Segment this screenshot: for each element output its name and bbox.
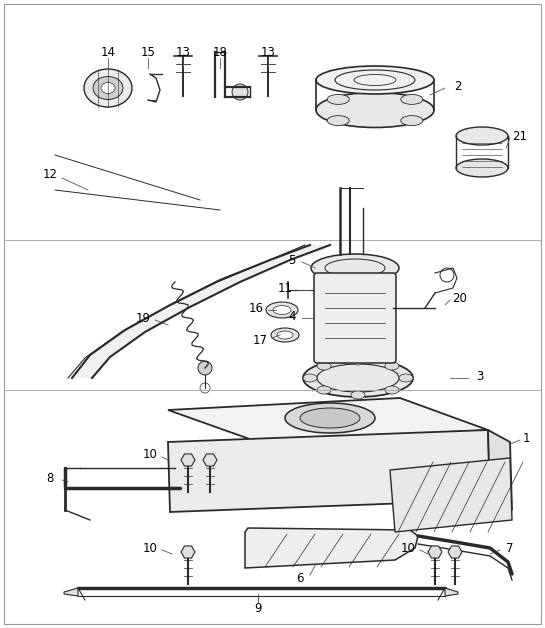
Text: 10: 10 [401,541,415,555]
Ellipse shape [385,386,399,394]
Polygon shape [203,454,217,466]
Ellipse shape [351,357,365,365]
Polygon shape [448,546,462,558]
Text: 19: 19 [136,311,150,325]
Polygon shape [168,398,488,442]
Text: 14: 14 [100,45,116,58]
Ellipse shape [351,391,365,399]
Text: 7: 7 [506,541,514,555]
Text: 10: 10 [143,541,158,555]
Ellipse shape [271,328,299,342]
Text: 13: 13 [175,45,190,58]
Text: 16: 16 [249,301,263,315]
Text: 1: 1 [522,431,530,445]
Text: 18: 18 [213,45,227,58]
Text: 10: 10 [143,448,158,460]
Polygon shape [168,430,490,512]
Ellipse shape [300,408,360,428]
Text: 17: 17 [252,333,268,347]
Polygon shape [245,528,418,568]
Circle shape [232,84,248,100]
Text: 5: 5 [288,254,296,266]
Text: 20: 20 [452,291,468,305]
Text: 3: 3 [476,369,484,382]
Text: 2: 2 [454,80,462,92]
Ellipse shape [456,159,508,177]
Text: 11: 11 [277,281,293,295]
Text: 15: 15 [141,45,155,58]
Text: 13: 13 [261,45,275,58]
Ellipse shape [93,77,123,99]
Polygon shape [181,546,195,558]
Circle shape [198,361,212,375]
Polygon shape [445,588,458,596]
Polygon shape [181,454,195,466]
Polygon shape [390,458,512,532]
Text: 6: 6 [296,571,304,585]
FancyBboxPatch shape [314,273,396,363]
Ellipse shape [401,116,423,126]
Ellipse shape [303,359,413,397]
Polygon shape [72,245,330,378]
Text: 21: 21 [512,129,528,143]
Ellipse shape [327,116,349,126]
Ellipse shape [327,94,349,104]
Ellipse shape [266,302,298,318]
Polygon shape [64,588,78,596]
Text: 9: 9 [255,602,262,615]
Polygon shape [488,430,512,510]
Ellipse shape [303,374,317,382]
Ellipse shape [399,374,413,382]
Text: 4: 4 [288,310,296,323]
Ellipse shape [317,362,331,370]
Ellipse shape [401,94,423,104]
Ellipse shape [273,305,291,315]
Ellipse shape [84,69,132,107]
Ellipse shape [101,82,115,94]
Polygon shape [428,546,442,558]
Ellipse shape [385,362,399,370]
Text: 8: 8 [46,472,54,484]
Ellipse shape [277,331,293,339]
Ellipse shape [317,386,331,394]
Ellipse shape [316,66,434,94]
Ellipse shape [311,254,399,282]
Ellipse shape [316,92,434,127]
Ellipse shape [285,403,375,433]
Text: 12: 12 [43,168,58,180]
Ellipse shape [456,127,508,145]
